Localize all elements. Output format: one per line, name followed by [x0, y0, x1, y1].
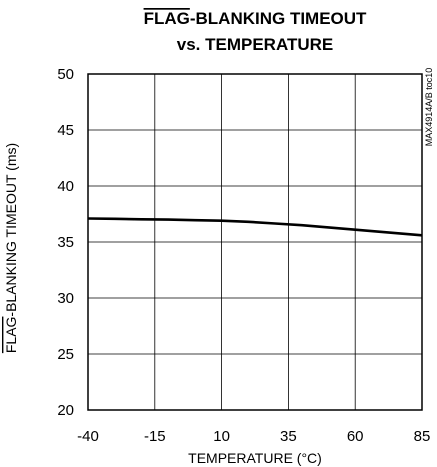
series-line	[87, 217, 423, 237]
y-tick-label: 40	[57, 178, 74, 195]
series-group	[87, 217, 423, 237]
y-axis-label: FLAG-BLANKING TIMEOUT (ms)	[3, 143, 19, 353]
x-tick-label: 35	[280, 428, 297, 445]
x-tick-labels: -40 -15 10 35 60 85	[77, 428, 430, 445]
title-overline-text: FLAG	[144, 9, 190, 28]
y-label-overline-text: FLAG	[3, 317, 19, 354]
x-tick-label: 60	[347, 428, 364, 445]
grid-lines	[88, 74, 422, 410]
x-tick-label: 10	[213, 428, 230, 445]
x-tick-label: -15	[144, 428, 166, 445]
chart-title-line2: vs. TEMPERATURE	[177, 35, 334, 54]
x-tick-label: -40	[77, 428, 99, 445]
chart-title-line1: FLAG-BLANKING TIMEOUT	[144, 9, 367, 28]
title-rest-text: -BLANKING TIMEOUT	[190, 9, 367, 28]
y-tick-label: 50	[57, 66, 74, 83]
y-tick-label: 30	[57, 290, 74, 307]
y-tick-labels: 20 25 30 35 40 45 50	[57, 66, 74, 419]
y-tick-label: 25	[57, 346, 74, 363]
x-tick-label: 85	[414, 428, 431, 445]
y-label-rest-text: -BLANKING TIMEOUT (ms)	[3, 143, 19, 317]
y-tick-label: 45	[57, 122, 74, 139]
y-tick-label: 35	[57, 234, 74, 251]
figure-id-label: MAX4914A/B toc10	[424, 68, 434, 147]
plot-frame	[87, 73, 423, 411]
x-axis-label: TEMPERATURE (°C)	[188, 450, 322, 466]
y-tick-label: 20	[57, 402, 74, 419]
